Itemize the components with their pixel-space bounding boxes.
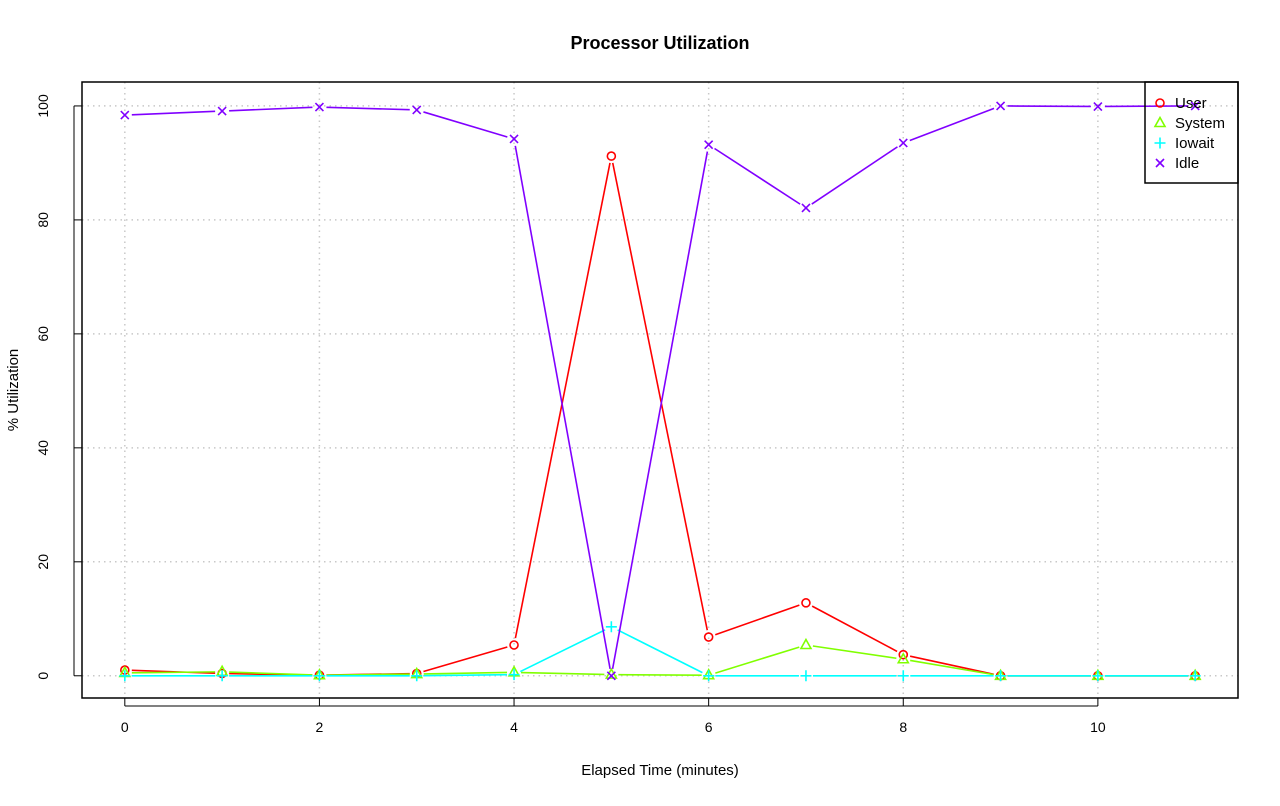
series-system-segment xyxy=(132,672,215,673)
point-user xyxy=(802,599,810,607)
point-user xyxy=(510,641,518,649)
y-tick-label: 60 xyxy=(35,326,51,342)
point-iowait xyxy=(314,670,325,681)
legend-marker-system xyxy=(1155,118,1165,127)
series-idle-segment xyxy=(132,111,215,114)
legend: User System Iowait Idle xyxy=(1145,82,1238,183)
series-group xyxy=(119,102,1200,681)
x-tick-label: 2 xyxy=(316,719,324,735)
series-idle-segment xyxy=(326,107,409,109)
legend-label-user: User xyxy=(1175,95,1207,112)
point-user xyxy=(607,152,615,160)
series-iowait-segment xyxy=(424,675,507,676)
point-idle xyxy=(121,111,129,119)
legend-marker-idle xyxy=(1156,159,1164,167)
point-idle xyxy=(218,107,226,115)
series-idle-segment xyxy=(715,148,801,204)
point-idle xyxy=(997,102,1005,110)
series-idle-segment xyxy=(910,108,994,140)
point-user xyxy=(705,633,713,641)
point-idle xyxy=(899,139,907,147)
series-system-segment xyxy=(715,647,799,673)
y-tick-label: 100 xyxy=(35,94,51,118)
series-user-segment xyxy=(812,606,897,651)
chart-title: Processor Utilization xyxy=(570,33,749,53)
series-system xyxy=(120,640,1200,680)
point-iowait xyxy=(606,621,617,632)
legend-label-system: System xyxy=(1175,115,1225,132)
series-system-segment xyxy=(813,646,896,658)
legend-label-idle: Idle xyxy=(1175,155,1199,172)
point-iowait xyxy=(703,670,714,681)
series-user-segment xyxy=(515,163,610,638)
grid xyxy=(82,82,1238,698)
point-idle xyxy=(802,204,810,212)
series-iowait-segment xyxy=(520,630,605,672)
series-system-segment xyxy=(910,660,994,674)
point-iowait xyxy=(800,670,811,681)
point-iowait xyxy=(509,669,520,680)
series-iowait xyxy=(119,621,1200,681)
point-idle xyxy=(510,135,518,143)
series-idle-segment xyxy=(515,146,610,669)
series-system-segment xyxy=(521,673,604,675)
series-idle xyxy=(121,102,1199,680)
x-tick-label: 6 xyxy=(705,719,713,735)
series-idle-segment xyxy=(229,107,312,110)
x-tick-label: 10 xyxy=(1090,719,1106,735)
series-idle-segment xyxy=(423,112,507,137)
point-idle xyxy=(413,106,421,114)
x-tick-label: 8 xyxy=(899,719,907,735)
series-user-segment xyxy=(715,605,799,635)
y-axis-label: % Utilization xyxy=(5,349,22,432)
series-user xyxy=(121,152,1199,680)
x-tick-label: 4 xyxy=(510,719,518,735)
legend-label-iowait: Iowait xyxy=(1175,135,1215,152)
y-tick-label: 20 xyxy=(35,554,51,570)
series-system-segment xyxy=(424,672,507,673)
plot-frame xyxy=(82,82,1238,698)
y-tick-label: 0 xyxy=(35,672,51,680)
legend-marker-iowait xyxy=(1155,138,1166,149)
point-idle xyxy=(705,141,713,149)
series-iowait-segment xyxy=(618,630,703,673)
point-system xyxy=(801,640,811,649)
series-user-segment xyxy=(910,656,994,674)
y-tick-label: 40 xyxy=(35,440,51,456)
y-tick-label: 80 xyxy=(35,212,51,228)
series-idle-segment xyxy=(812,147,898,204)
x-axis-label: Elapsed Time (minutes) xyxy=(581,762,739,779)
series-user-segment xyxy=(423,647,507,672)
point-iowait xyxy=(898,670,909,681)
x-tick-label: 0 xyxy=(121,719,129,735)
